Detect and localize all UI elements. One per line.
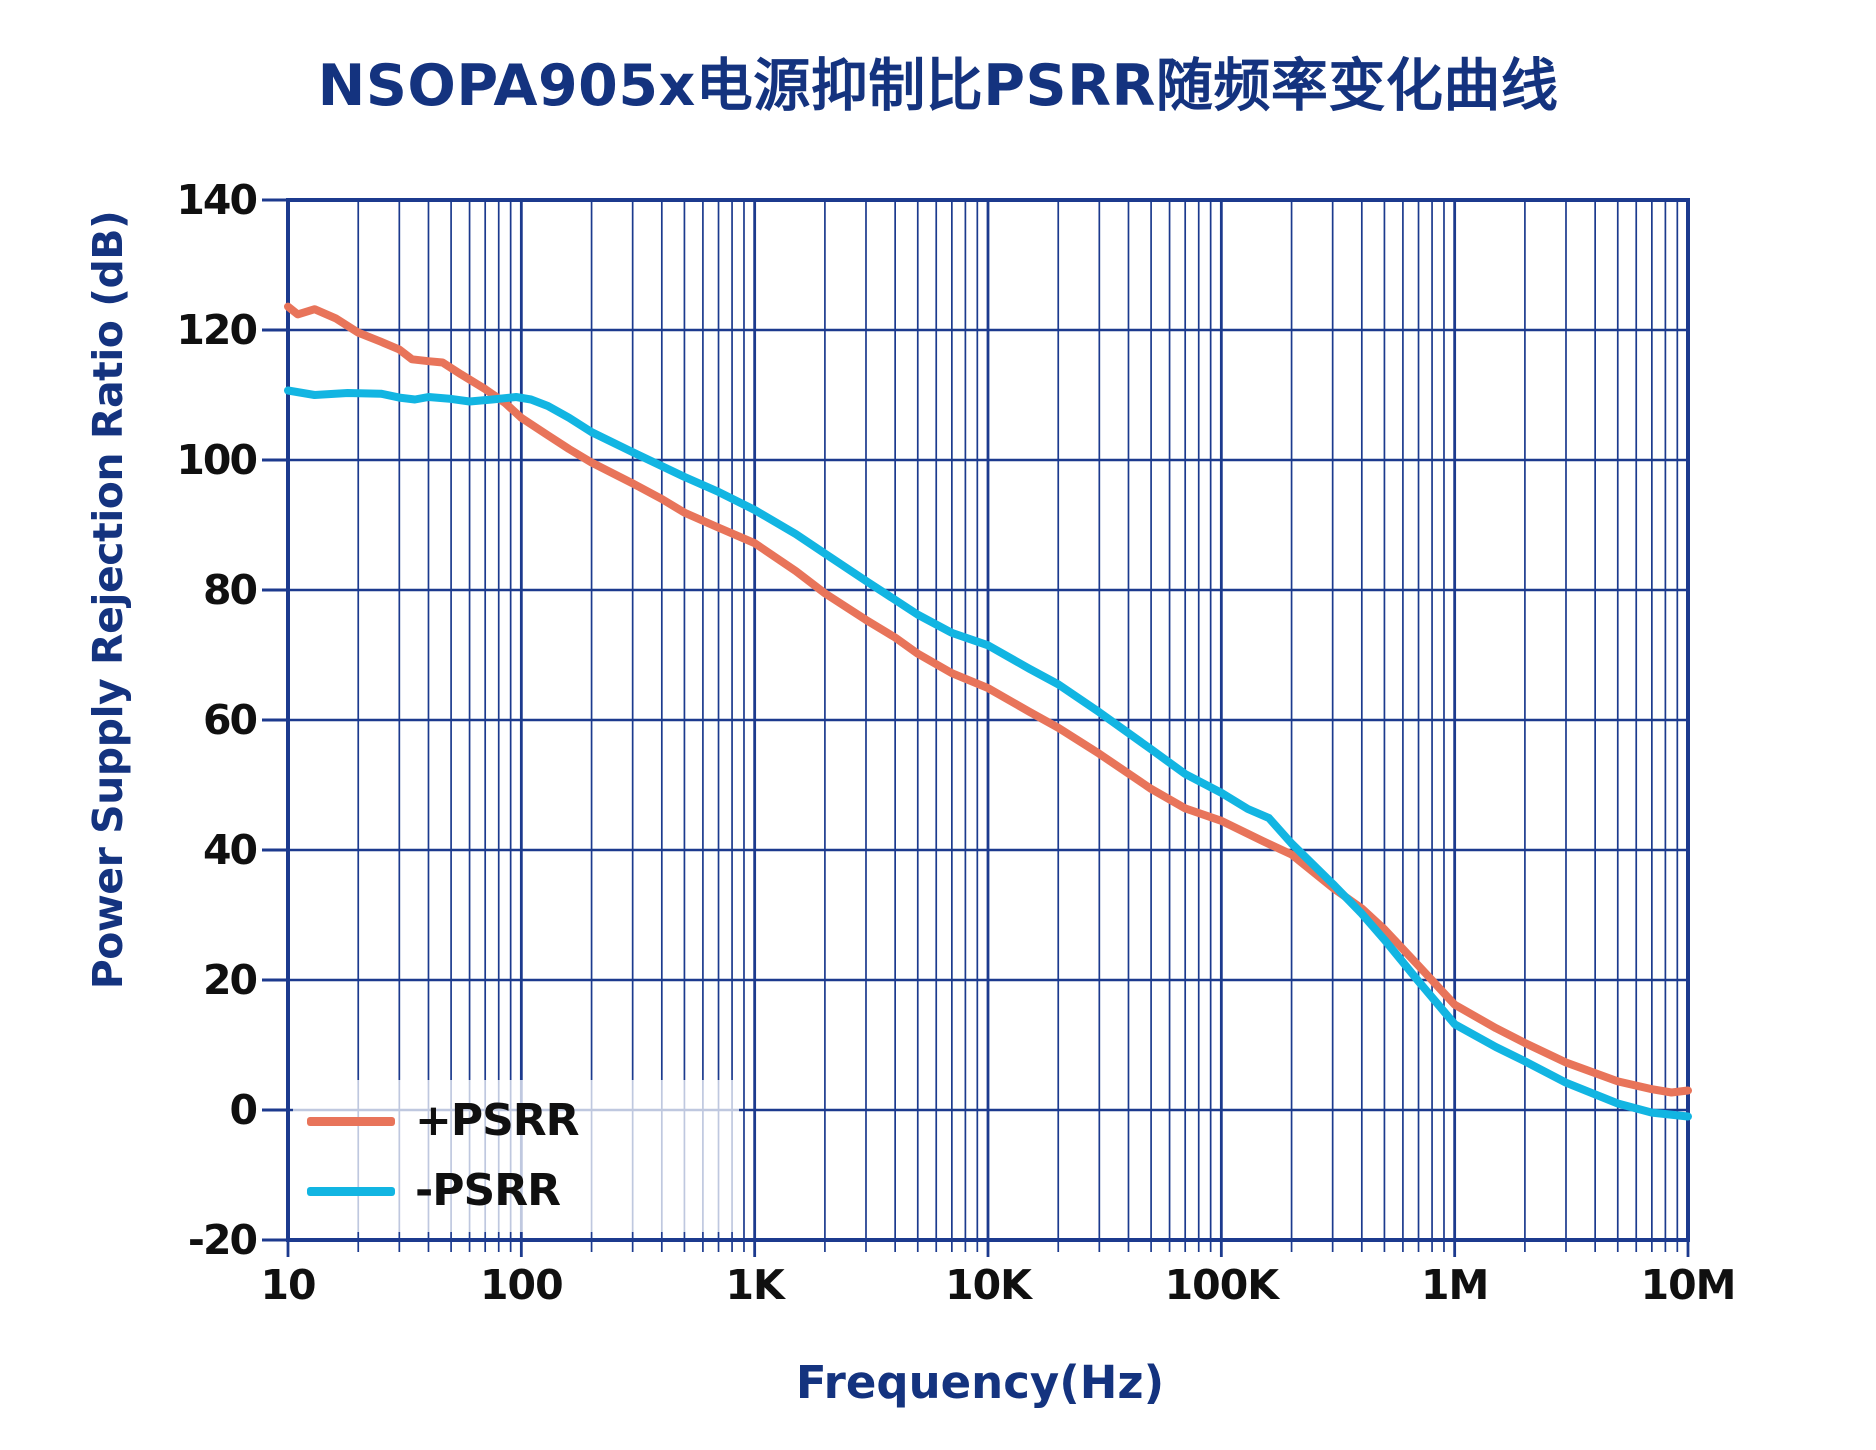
neg-psrr-line-swatch: [307, 1186, 395, 1196]
pos-psrr-line-swatch: [307, 1116, 395, 1126]
page-title: NSOPA905x电源抑制比PSRR随频率变化曲线: [317, 53, 1559, 119]
legend-row-neg-psrr: -PSRR: [307, 1169, 739, 1213]
pos-psrr-legend-label: +PSRR: [415, 1095, 580, 1146]
neg-psrr-legend-label: -PSRR: [415, 1165, 561, 1216]
legend: +PSRR -PSRR: [293, 1080, 739, 1232]
pos-psrr-curve: [284, 302, 1692, 1097]
neg-psrr-curve: [284, 386, 1692, 1121]
legend-row-pos-psrr: +PSRR: [307, 1099, 739, 1143]
